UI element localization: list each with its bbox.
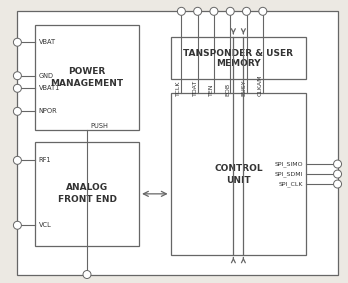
Text: BUSY: BUSY (242, 80, 246, 97)
Text: TCLK: TCLK (176, 81, 181, 97)
Text: SPI_CLK: SPI_CLK (279, 181, 303, 187)
Text: RF1: RF1 (39, 157, 51, 163)
Circle shape (259, 7, 267, 15)
Bar (171, 37, 306, 79)
Text: TEN: TEN (209, 84, 214, 97)
Text: GND: GND (39, 73, 54, 79)
Text: FRONT END: FRONT END (57, 195, 117, 204)
Bar (35, 25, 139, 130)
Text: MANAGEMENT: MANAGEMENT (50, 79, 124, 88)
Text: CLKAM: CLKAM (258, 75, 263, 97)
Text: EOB: EOB (225, 83, 230, 97)
Circle shape (83, 271, 91, 278)
Text: ANALOG: ANALOG (66, 183, 108, 192)
Text: VCL: VCL (39, 222, 52, 228)
Text: SPI_SDMI: SPI_SDMI (275, 171, 303, 177)
Circle shape (334, 160, 341, 168)
Circle shape (243, 7, 251, 15)
Circle shape (177, 7, 185, 15)
Circle shape (14, 221, 21, 229)
Bar (171, 93, 306, 255)
Circle shape (194, 7, 201, 15)
Circle shape (226, 7, 234, 15)
Text: UNIT: UNIT (226, 175, 251, 185)
Circle shape (334, 170, 341, 178)
Circle shape (14, 72, 21, 80)
Circle shape (14, 84, 21, 92)
Text: NPOR: NPOR (39, 108, 57, 114)
Text: CONTROL: CONTROL (214, 164, 263, 173)
Text: VBAT: VBAT (39, 39, 56, 45)
Circle shape (334, 180, 341, 188)
Circle shape (14, 107, 21, 115)
Text: VBAT1: VBAT1 (39, 85, 60, 91)
Text: POWER: POWER (68, 67, 106, 76)
Circle shape (210, 7, 218, 15)
Text: MEMORY: MEMORY (216, 59, 261, 68)
Circle shape (14, 156, 21, 164)
Text: PUSH: PUSH (90, 123, 108, 129)
Text: TDAT: TDAT (193, 80, 198, 97)
Circle shape (14, 38, 21, 46)
Bar (35, 142, 139, 246)
Text: SPI_SIMO: SPI_SIMO (275, 161, 303, 167)
Text: TANSPONDER & USER: TANSPONDER & USER (183, 48, 293, 57)
